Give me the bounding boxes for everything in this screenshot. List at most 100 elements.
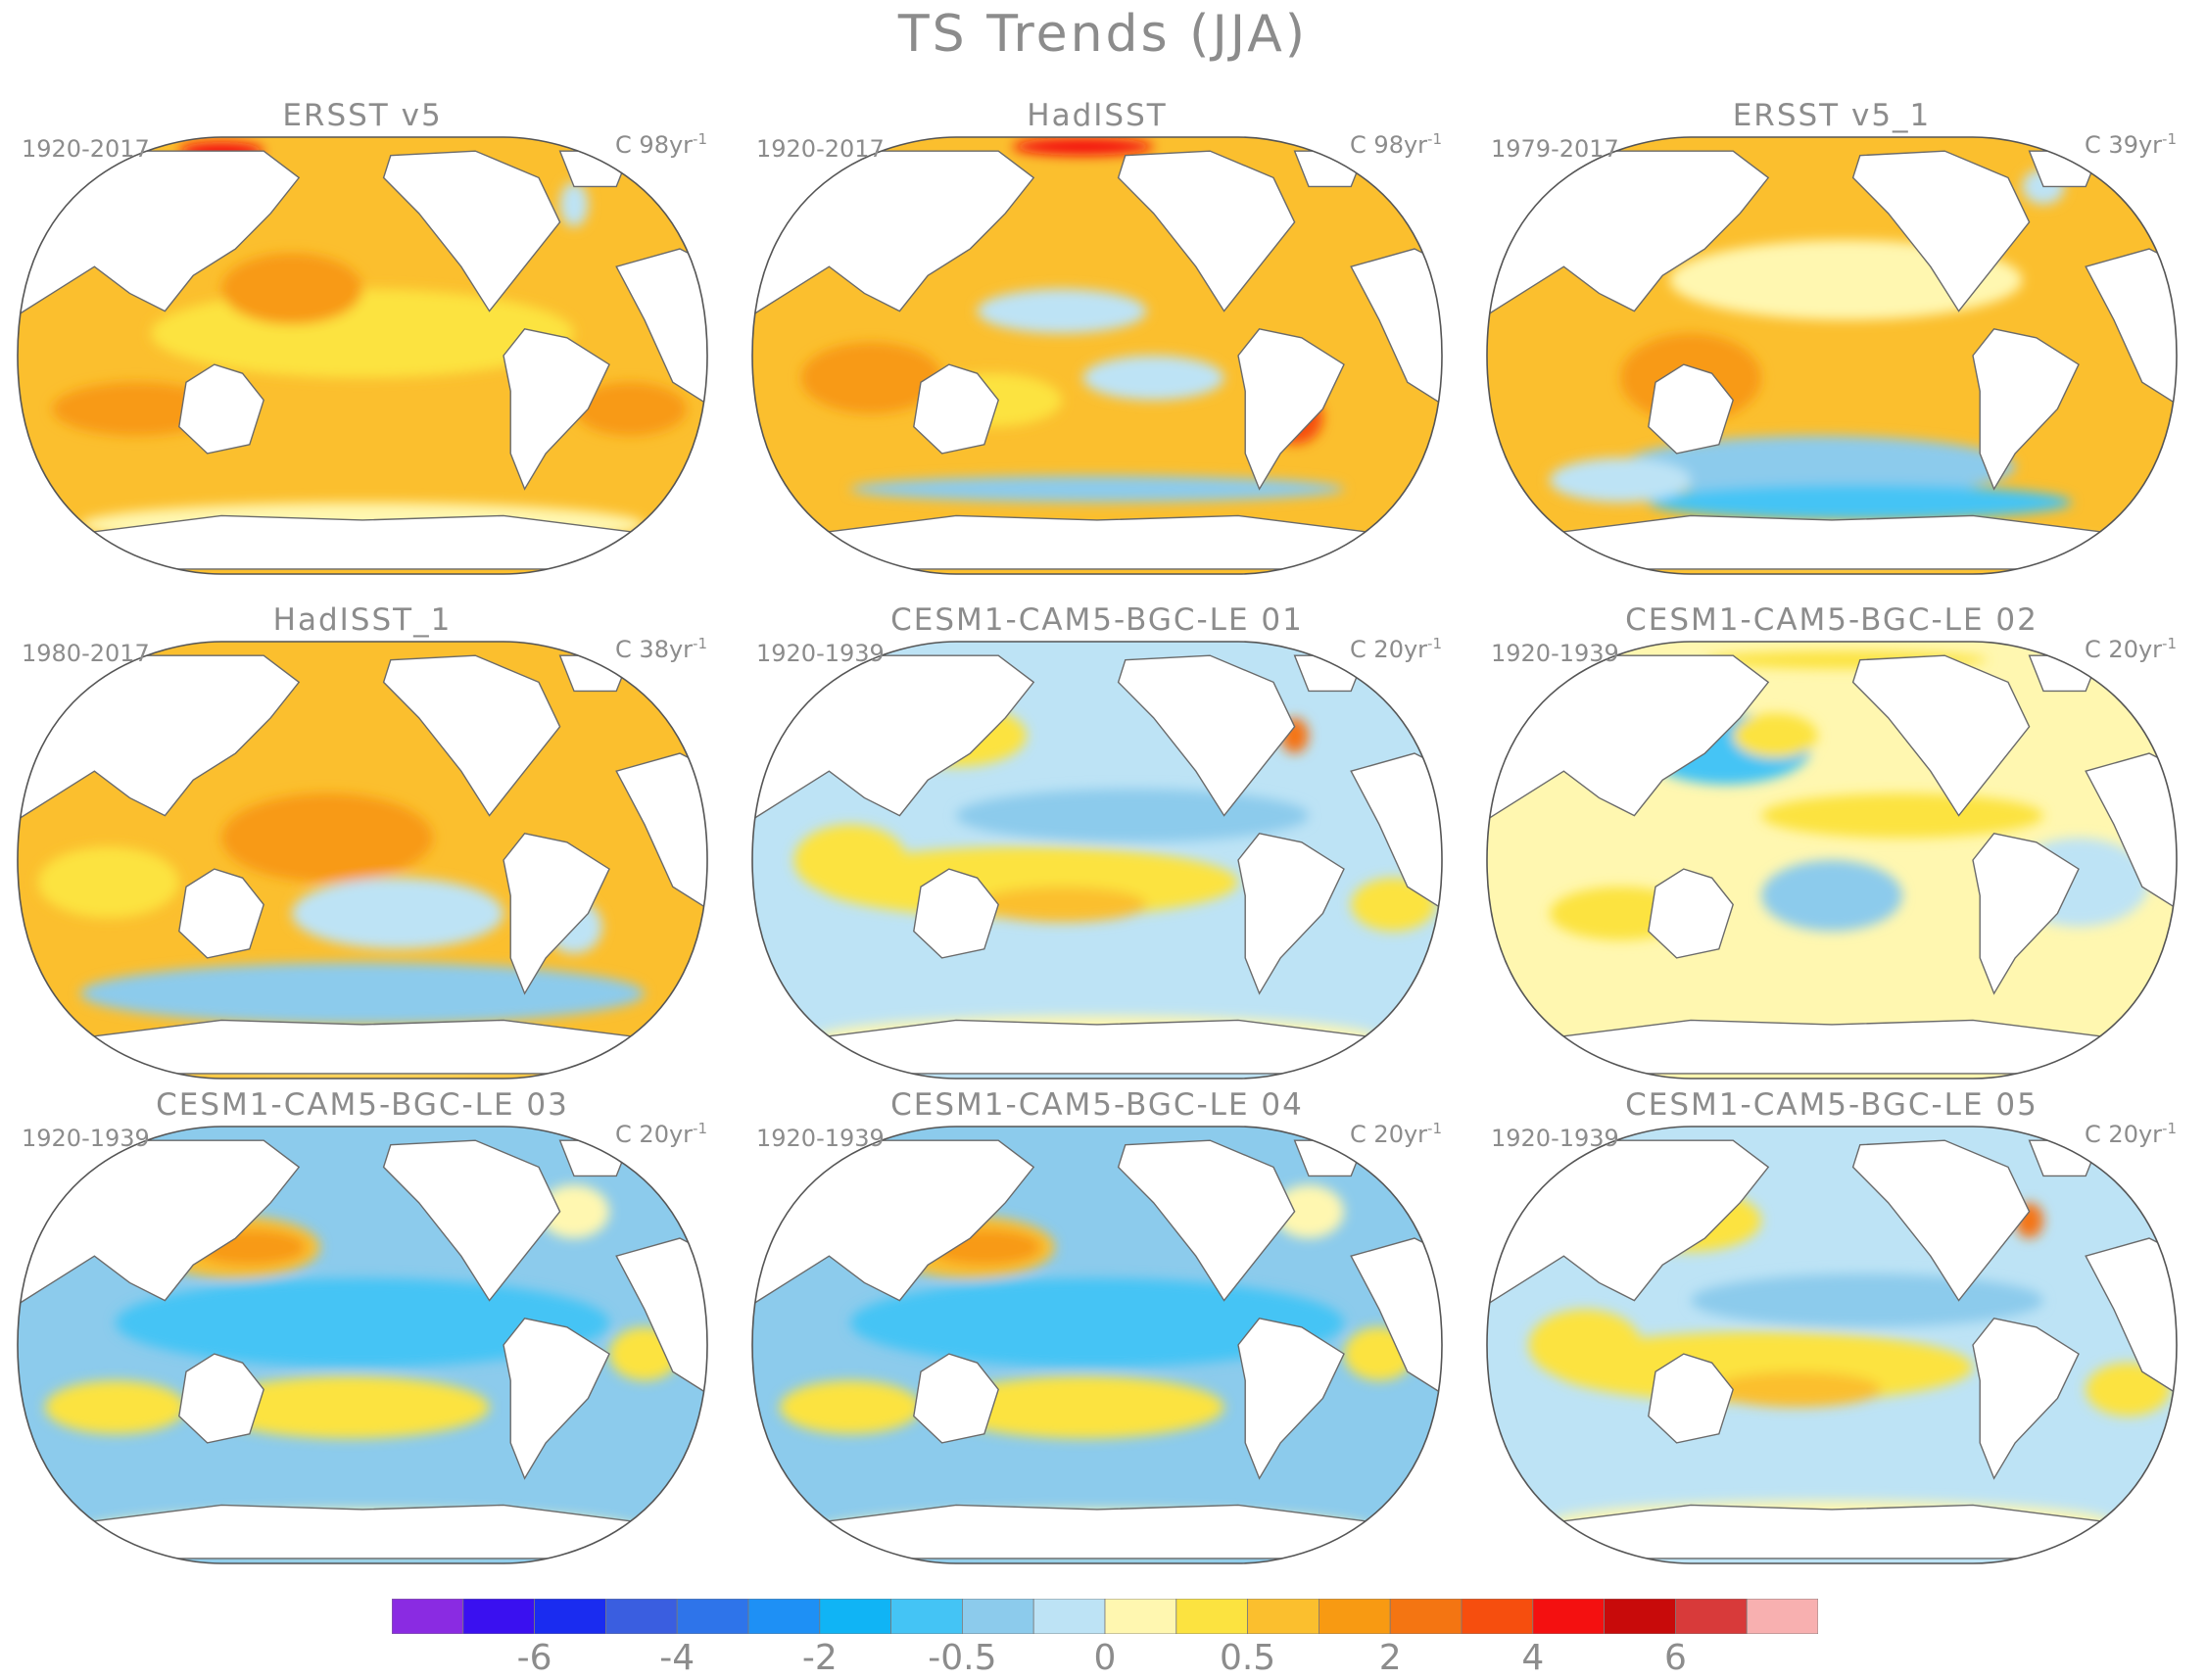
land-africa bbox=[2085, 1237, 2177, 1400]
map-border bbox=[751, 1126, 1443, 1564]
sst-trend-field bbox=[752, 137, 1442, 574]
sst-trend-field bbox=[18, 1127, 707, 1563]
colorbar-swatch bbox=[1604, 1599, 1676, 1634]
land-namerica bbox=[1117, 1139, 1296, 1302]
sst-trend-field bbox=[1487, 137, 2177, 574]
trend-region bbox=[850, 475, 1344, 503]
panel-units: C 39yr-1 bbox=[2085, 125, 2177, 159]
trend-region bbox=[1620, 435, 2016, 499]
panel-title: HadISST bbox=[1027, 98, 1168, 133]
land-antarctica bbox=[1547, 1019, 2117, 1075]
land-africa bbox=[2085, 752, 2177, 915]
sst-trend-field bbox=[752, 1127, 1442, 1563]
sst-trend-field bbox=[18, 137, 707, 574]
panel-units: C 20yr-1 bbox=[615, 1115, 707, 1148]
land-antarctica bbox=[77, 1504, 647, 1560]
map-panel: ERSST v5 1920-2017 C 98yr-1 bbox=[10, 98, 715, 578]
world-map bbox=[751, 641, 1443, 1080]
trend-region bbox=[1761, 860, 1902, 932]
land-namerica bbox=[382, 150, 561, 312]
colorbar bbox=[392, 1599, 1818, 1634]
panel-period: 1980-2017 bbox=[22, 640, 150, 667]
panel-units: C 38yr-1 bbox=[615, 630, 707, 663]
sst-trend-field bbox=[1487, 642, 2177, 1079]
sst-trend-field bbox=[18, 642, 707, 1079]
land-australia bbox=[1648, 1353, 1734, 1444]
panel-title: HadISST_1 bbox=[272, 602, 453, 638]
land-australia bbox=[1648, 868, 1734, 959]
colorbar-swatch bbox=[1675, 1599, 1748, 1634]
land-namerica bbox=[1851, 654, 2031, 817]
trend-region bbox=[977, 887, 1147, 923]
map-border bbox=[17, 1126, 708, 1564]
panel-units-exponent: -1 bbox=[2162, 1120, 2177, 1137]
colorbar-tick-label: -2 bbox=[801, 1638, 838, 1678]
colorbar-swatch bbox=[747, 1599, 821, 1634]
trend-region bbox=[52, 382, 221, 436]
trend-region bbox=[207, 1375, 490, 1439]
panel-units-text: C 98yr bbox=[615, 131, 694, 159]
sst-trend-field bbox=[1487, 1127, 2177, 1563]
trend-region bbox=[1733, 713, 1818, 758]
land-samerica bbox=[1237, 1317, 1345, 1480]
colorbar-swatch bbox=[534, 1599, 606, 1634]
land-samerica bbox=[503, 832, 610, 995]
panel-units-exponent: -1 bbox=[693, 130, 707, 148]
map-panel: HadISST 1920-2017 C 98yr-1 bbox=[744, 98, 1450, 578]
land-antarctica bbox=[1547, 1504, 2117, 1560]
trend-region bbox=[116, 1277, 609, 1368]
panel-period: 1920-2017 bbox=[22, 135, 150, 163]
colorbar-tick-label: -4 bbox=[659, 1638, 695, 1678]
land-namerica bbox=[382, 1139, 561, 1302]
colorbar-tick-label: -6 bbox=[516, 1638, 552, 1678]
land-australia bbox=[913, 1353, 999, 1444]
land-namerica bbox=[382, 654, 561, 817]
colorbar-labels: -6 -4 -2 -0.5 0 0.5 2 4 6 bbox=[392, 1638, 1818, 1679]
trend-region bbox=[559, 181, 589, 227]
land-africa bbox=[1350, 1237, 1442, 1400]
panel-units-text: C 38yr bbox=[615, 636, 694, 663]
map-border bbox=[751, 641, 1443, 1080]
colorbar-tick-label: 4 bbox=[1521, 1638, 1545, 1678]
map-border bbox=[1486, 1126, 2178, 1564]
panel-units: C 98yr-1 bbox=[615, 125, 707, 159]
trend-region bbox=[221, 792, 433, 883]
trend-region bbox=[800, 342, 942, 414]
panel-units-exponent: -1 bbox=[1427, 635, 1442, 652]
map-panel: CESM1-CAM5-BGC-LE 01 1920-1939 C 20yr-1 bbox=[744, 602, 1450, 1082]
land-australia bbox=[178, 868, 264, 959]
land-australia bbox=[1648, 363, 1734, 455]
land-australia bbox=[913, 363, 999, 455]
land-antarctica bbox=[77, 1019, 647, 1075]
trend-region bbox=[221, 253, 362, 325]
colorbar-swatch bbox=[676, 1599, 749, 1634]
panel-title: CESM1-CAM5-BGC-LE 02 bbox=[1625, 602, 2038, 638]
land-australia bbox=[913, 868, 999, 959]
colorbar-swatch bbox=[462, 1599, 536, 1634]
map-panel: HadISST_1 1980-2017 C 38yr-1 bbox=[10, 602, 715, 1082]
land-namerica bbox=[1117, 654, 1296, 817]
trend-region bbox=[539, 1184, 609, 1239]
world-map bbox=[751, 136, 1443, 575]
trend-region bbox=[850, 1277, 1344, 1368]
trend-region bbox=[793, 824, 907, 896]
colorbar-swatch bbox=[1389, 1599, 1463, 1634]
land-africa bbox=[1350, 248, 1442, 410]
colorbar-tick-label: -0.5 bbox=[928, 1638, 997, 1678]
panel-title: CESM1-CAM5-BGC-LE 03 bbox=[156, 1087, 569, 1123]
panel-period: 1979-2017 bbox=[1491, 135, 1619, 163]
trend-region bbox=[292, 878, 504, 949]
trend-region bbox=[1691, 1273, 2043, 1327]
colorbar-tick-label: 2 bbox=[1378, 1638, 1402, 1678]
panel-units-text: C 98yr bbox=[1350, 131, 1428, 159]
trend-region bbox=[1082, 356, 1224, 401]
panel-units: C 20yr-1 bbox=[2085, 1115, 2177, 1148]
trend-region bbox=[1273, 1184, 1344, 1239]
panel-period: 1920-1939 bbox=[756, 1125, 885, 1152]
trend-region bbox=[977, 288, 1147, 334]
map-panel: CESM1-CAM5-BGC-LE 05 1920-1939 C 20yr-1 bbox=[1479, 1087, 2184, 1567]
panel-units-exponent: -1 bbox=[1427, 1120, 1442, 1137]
land-samerica bbox=[1237, 832, 1345, 995]
land-samerica bbox=[503, 327, 610, 491]
colorbar-tick-label: 6 bbox=[1663, 1638, 1687, 1678]
